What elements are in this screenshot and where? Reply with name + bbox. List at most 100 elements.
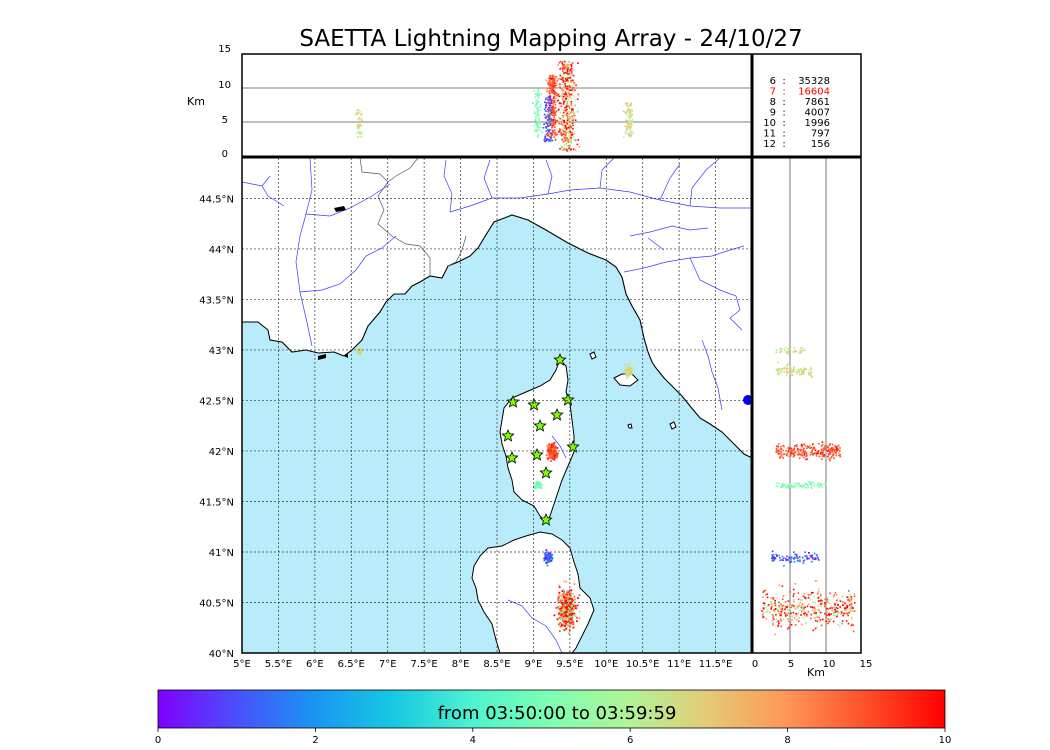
station-star-icon xyxy=(561,392,575,406)
lightning-source-altitude xyxy=(564,91,567,94)
lightning-source-map xyxy=(561,595,564,597)
lightning-source-side xyxy=(839,600,842,603)
lightning-source-map xyxy=(550,444,553,447)
lightning-source-side xyxy=(770,596,773,599)
time-colorbar: from 03:50:00 to 03:59:59 0 2 4 6 8 10 xyxy=(155,689,951,746)
lightning-source-side xyxy=(803,592,806,595)
lightning-source-map xyxy=(571,611,574,614)
lightning-source-map xyxy=(564,617,567,620)
lightning-source-altitude xyxy=(537,95,540,98)
lightning-source-map xyxy=(551,453,554,456)
lightning-source-map xyxy=(574,614,577,617)
lightning-source-altitude xyxy=(572,81,574,83)
lightning-source-side xyxy=(836,611,838,613)
lightning-source-side xyxy=(824,444,826,447)
lightning-source-side xyxy=(816,620,819,623)
lightning-source-side xyxy=(838,454,840,457)
lightning-source-altitude xyxy=(577,94,580,97)
lightning-source-side xyxy=(818,455,821,458)
lightning-source-side xyxy=(800,347,803,349)
lightning-source-side xyxy=(770,602,773,605)
lightning-source-side xyxy=(832,620,835,623)
lightning-source-map xyxy=(574,605,577,608)
lightning-source-altitude xyxy=(570,79,572,82)
station-star-icon xyxy=(550,407,564,421)
lightning-source-side xyxy=(821,448,823,450)
lightning-source-map xyxy=(628,363,631,366)
lightning-source-side xyxy=(838,449,841,452)
lightning-source-side xyxy=(777,624,780,626)
lightning-source-map xyxy=(549,460,552,462)
lightning-source-side xyxy=(782,618,785,621)
lightning-source-altitude xyxy=(551,111,553,114)
lightning-source-side xyxy=(785,369,788,372)
lightning-source-altitude xyxy=(569,146,571,149)
lightning-source-altitude xyxy=(566,85,569,88)
lightning-source-side xyxy=(809,598,811,601)
lightning-source-altitude xyxy=(569,116,571,118)
lightning-source-side xyxy=(850,624,853,627)
lightning-source-side xyxy=(806,483,809,486)
lightning-source-side xyxy=(762,602,765,605)
lightning-source-side xyxy=(825,616,827,619)
lightning-source-altitude xyxy=(566,103,568,106)
lightning-source-side xyxy=(817,452,820,455)
lightning-source-altitude xyxy=(538,93,540,95)
lightning-source-altitude xyxy=(566,94,569,97)
lightning-source-side xyxy=(853,602,856,604)
lightning-source-side xyxy=(804,450,807,453)
lightning-source-altitude xyxy=(563,72,565,74)
lightning-source-altitude xyxy=(533,89,536,92)
lightning-source-altitude xyxy=(570,148,572,151)
lightning-source-altitude xyxy=(550,99,553,102)
lightning-source-altitude xyxy=(571,79,574,82)
lightning-source-side xyxy=(775,482,778,484)
lightning-source-side xyxy=(766,611,768,613)
lightning-source-side xyxy=(779,559,781,562)
lightning-source-side xyxy=(820,599,823,602)
lightning-source-altitude xyxy=(567,131,570,134)
lightning-source-altitude xyxy=(550,85,553,87)
lightning-source-side xyxy=(802,604,804,607)
lightning-source-altitude xyxy=(537,129,539,132)
lightning-source-side xyxy=(846,596,848,599)
lightning-source-altitude xyxy=(559,128,561,130)
lightning-source-altitude xyxy=(567,68,569,70)
lightning-source-altitude xyxy=(571,110,573,112)
lightning-source-altitude xyxy=(547,101,550,104)
lightning-source-side xyxy=(780,617,782,620)
lightning-source-map xyxy=(535,486,538,489)
lightning-source-side xyxy=(765,610,767,613)
lightning-source-altitude xyxy=(561,118,564,121)
lightning-source-side xyxy=(782,453,785,456)
giglio-island xyxy=(669,421,677,430)
station-separator: : xyxy=(782,108,785,119)
lightning-source-side xyxy=(782,598,784,601)
lightning-source-altitude xyxy=(538,94,540,97)
lightning-source-side xyxy=(787,612,789,615)
lightning-source-map xyxy=(546,444,549,447)
lightning-source-altitude xyxy=(626,102,628,105)
lightning-source-side xyxy=(801,454,804,457)
lightning-source-altitude xyxy=(547,82,550,85)
lightning-source-altitude xyxy=(549,103,552,106)
lightning-source-side xyxy=(792,595,795,597)
lightning-source-side xyxy=(851,610,854,612)
lightning-source-side xyxy=(835,445,837,448)
lightning-source-altitude xyxy=(556,83,559,85)
lightning-source-map xyxy=(544,555,547,558)
lightning-source-side xyxy=(814,619,817,622)
lightning-source-altitude xyxy=(627,109,630,111)
lightning-source-altitude xyxy=(566,114,568,117)
lightning-source-side xyxy=(787,447,790,450)
lightning-source-side xyxy=(799,560,801,563)
lightning-source-side xyxy=(817,620,820,623)
lightning-source-map xyxy=(536,484,539,487)
lightning-source-side xyxy=(829,607,831,610)
lightning-source-side xyxy=(814,607,816,610)
lightning-source-altitude xyxy=(556,110,559,113)
lightning-source-altitude xyxy=(548,130,550,133)
lightning-source-altitude xyxy=(563,67,566,70)
lightning-source-altitude xyxy=(570,103,572,105)
lightning-source-side xyxy=(792,600,795,603)
